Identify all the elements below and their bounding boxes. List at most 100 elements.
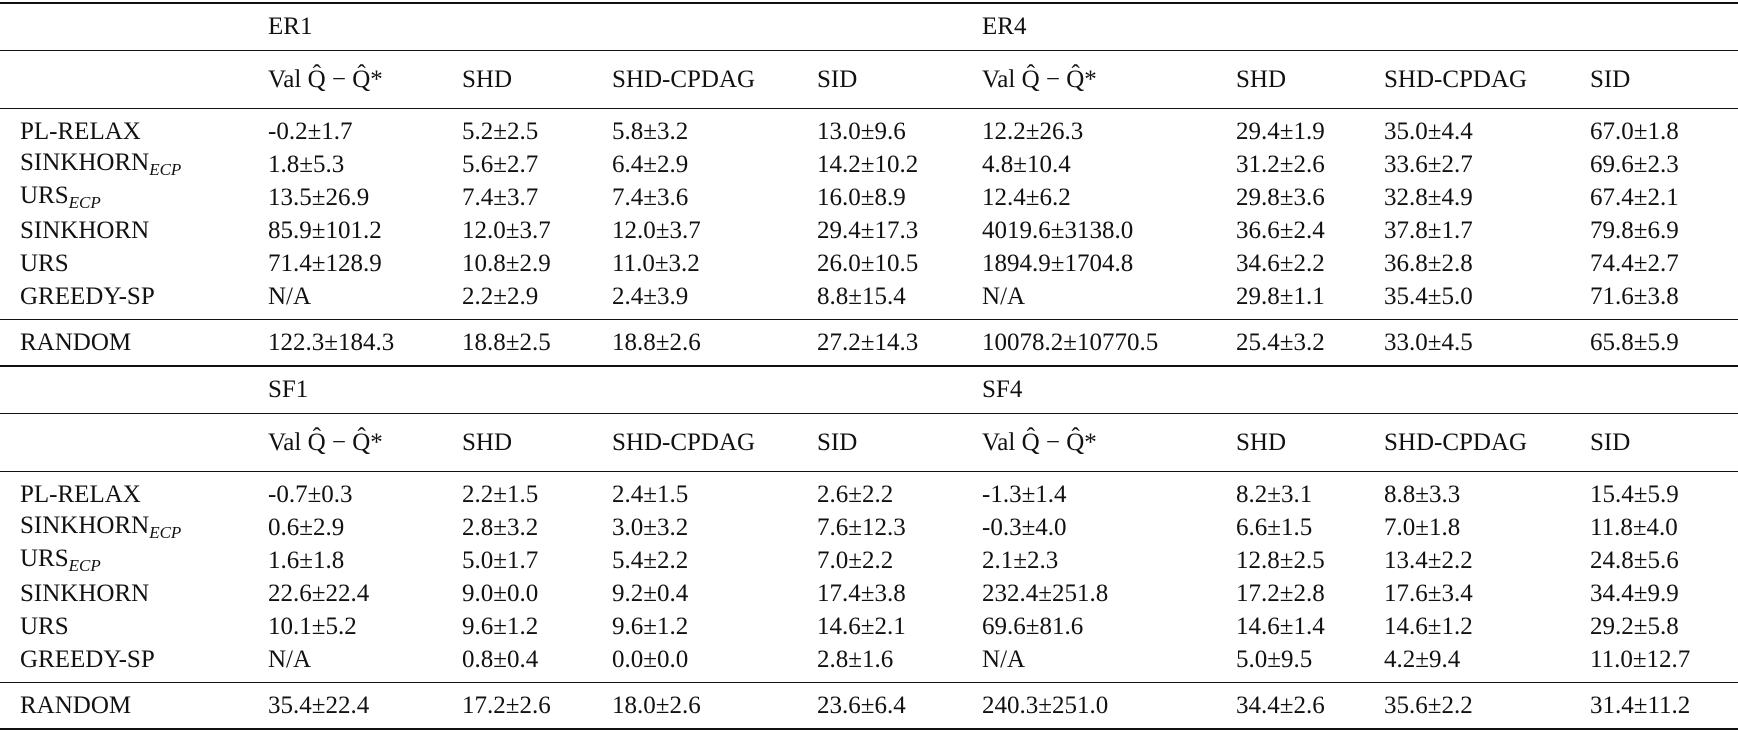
method-name: URS [20, 612, 69, 640]
value-cell: 33.0±4.5 [1384, 319, 1591, 366]
value-cell: 27.2±14.3 [817, 319, 983, 366]
value-cell: 22.6±22.4 [268, 579, 370, 607]
value-cell: 35.4±22.4 [268, 682, 462, 730]
method-cell: SINKHORN [0, 577, 268, 610]
value-cell: 5.2±2.5 [462, 108, 612, 148]
column-header: Val Q̂ − Q̂* [982, 413, 1237, 472]
method-name: GREEDY-SP [20, 282, 155, 310]
value-cell: 14.6±1.2 [1384, 612, 1473, 640]
value-cell: 12.0±3.7 [612, 216, 701, 244]
value-cell: 4.8±10.4 [982, 150, 1071, 178]
method-name: PL-RELAX [20, 117, 141, 145]
value-cell: 35.0±4.4 [1384, 108, 1591, 148]
value-cell: 31.4±11.2 [1590, 682, 1738, 730]
method-name: RANDOM [20, 691, 132, 719]
method-cell: URSECP [0, 181, 268, 214]
value-cell: 17.2±2.6 [462, 682, 612, 730]
value-cell: 69.6±2.3 [1590, 150, 1679, 178]
value-cell: 15.4±5.9 [1590, 471, 1738, 511]
value-cell: 34.4±2.6 [1236, 682, 1385, 730]
method-cell: GREEDY-SP [0, 280, 268, 320]
group-header: ER1 [268, 2, 983, 51]
value-cell: 23.6±6.4 [817, 682, 983, 730]
data-row: URSECP 13.5±26.9 7.4±3.7 7.4±3.6 16.0±8.9 12.… [0, 181, 1738, 214]
value-cell: 1.8±5.3 [268, 150, 345, 178]
value-cell: 13.4±2.2 [1384, 546, 1473, 574]
value-cell: 13.0±9.6 [817, 108, 983, 148]
method-name: SINKHORN [20, 512, 150, 539]
method-subscript: ECP [149, 160, 182, 179]
method-name: RANDOM [20, 328, 132, 356]
method-name: URS [20, 545, 69, 572]
value-cell: 36.6±2.4 [1236, 216, 1325, 244]
method-cell: GREEDY-SP [0, 643, 268, 683]
group-header: SF4 [982, 365, 1738, 414]
data-row: SINKHORN 85.9±101.2 12.0±3.7 12.0±3.7 29.4±1… [0, 214, 1738, 247]
value-cell: 18.0±2.6 [612, 682, 817, 730]
value-cell: 31.2±2.6 [1236, 150, 1325, 178]
value-cell: 8.2±3.1 [1236, 471, 1385, 511]
value-cell: 2.4±1.5 [612, 471, 817, 511]
value-cell: 29.8±3.6 [1236, 183, 1325, 211]
method-subscript: ECP [68, 556, 101, 575]
value-cell: 2.1±2.3 [982, 546, 1059, 574]
method-cell: URSECP [0, 544, 268, 577]
value-cell: 65.8±5.9 [1590, 319, 1738, 366]
method-cell: SINKHORN [0, 214, 268, 247]
value-cell: 122.3±184.3 [268, 319, 462, 366]
data-row: PL-RELAX -0.7±0.3 2.2±1.5 2.4±1.5 2.6±2.2 -1.… [0, 471, 1738, 511]
value-cell: 9.2±0.4 [612, 579, 689, 607]
value-cell: 5.0±1.7 [462, 546, 539, 574]
method-cell: SINKHORNECP [0, 148, 268, 181]
value-cell: 36.8±2.8 [1384, 249, 1473, 277]
column-header: SID [817, 413, 983, 472]
value-cell: N/A [982, 645, 1026, 673]
method-subscript: ECP [149, 523, 182, 542]
group-header-row: SF1 SF4 [0, 365, 1738, 414]
group-header: SF1 [268, 365, 983, 414]
column-header: SHD [462, 413, 612, 472]
value-cell: 12.4±6.2 [982, 183, 1071, 211]
method-cell: RANDOM [0, 682, 268, 730]
empty-cell [0, 50, 268, 109]
value-cell: 34.6±2.2 [1236, 249, 1325, 277]
value-cell: -0.2±1.7 [268, 108, 462, 148]
empty-cell [0, 413, 268, 472]
method-cell: URS [0, 610, 268, 643]
value-cell: N/A [268, 645, 312, 673]
value-cell: 10.8±2.9 [462, 249, 551, 277]
value-cell: 4.2±9.4 [1384, 645, 1461, 673]
value-cell: 26.0±10.5 [817, 249, 919, 277]
value-cell: 0.8±0.4 [462, 645, 539, 673]
method-name: PL-RELAX [20, 480, 141, 508]
method-cell: SINKHORNECP [0, 511, 268, 544]
empty-cell [0, 365, 268, 414]
data-row: URS 71.4±128.9 10.8±2.9 11.0±3.2 26.0±10.5 18… [0, 247, 1738, 280]
column-header: Val Q̂ − Q̂* [268, 413, 462, 472]
method-name: SINKHORN [20, 579, 150, 607]
value-cell: 2.6±2.2 [817, 471, 983, 511]
value-cell: 2.2±2.9 [462, 282, 539, 310]
value-cell: -0.3±4.0 [982, 513, 1067, 541]
value-cell: 29.8±1.1 [1236, 282, 1325, 310]
data-row: GREEDY-SP N/A 0.8±0.4 0.0±0.0 2.8±1.6 N/A 5.0±… [0, 643, 1738, 683]
value-cell: 9.0±0.0 [462, 579, 539, 607]
value-cell: 67.4±2.1 [1590, 183, 1679, 211]
column-header: Val Q̂ − Q̂* [982, 50, 1237, 109]
value-cell: 35.6±2.2 [1384, 682, 1591, 730]
value-cell: 3.0±3.2 [612, 513, 689, 541]
value-cell: 11.0±3.2 [612, 249, 700, 277]
value-cell: 11.0±12.7 [1590, 645, 1691, 673]
value-cell: 32.8±4.9 [1384, 183, 1473, 211]
value-cell: 33.6±2.7 [1384, 150, 1473, 178]
column-header: Val Q̂ − Q̂* [268, 50, 462, 109]
column-header: SID [1590, 50, 1738, 109]
value-cell: 4019.6±3138.0 [982, 216, 1134, 244]
value-cell: 5.0±9.5 [1236, 645, 1313, 673]
value-cell: 7.0±2.2 [817, 546, 894, 574]
value-cell: -0.7±0.3 [268, 471, 462, 511]
value-cell: 12.8±2.5 [1236, 546, 1325, 574]
group-header: ER4 [982, 2, 1738, 51]
